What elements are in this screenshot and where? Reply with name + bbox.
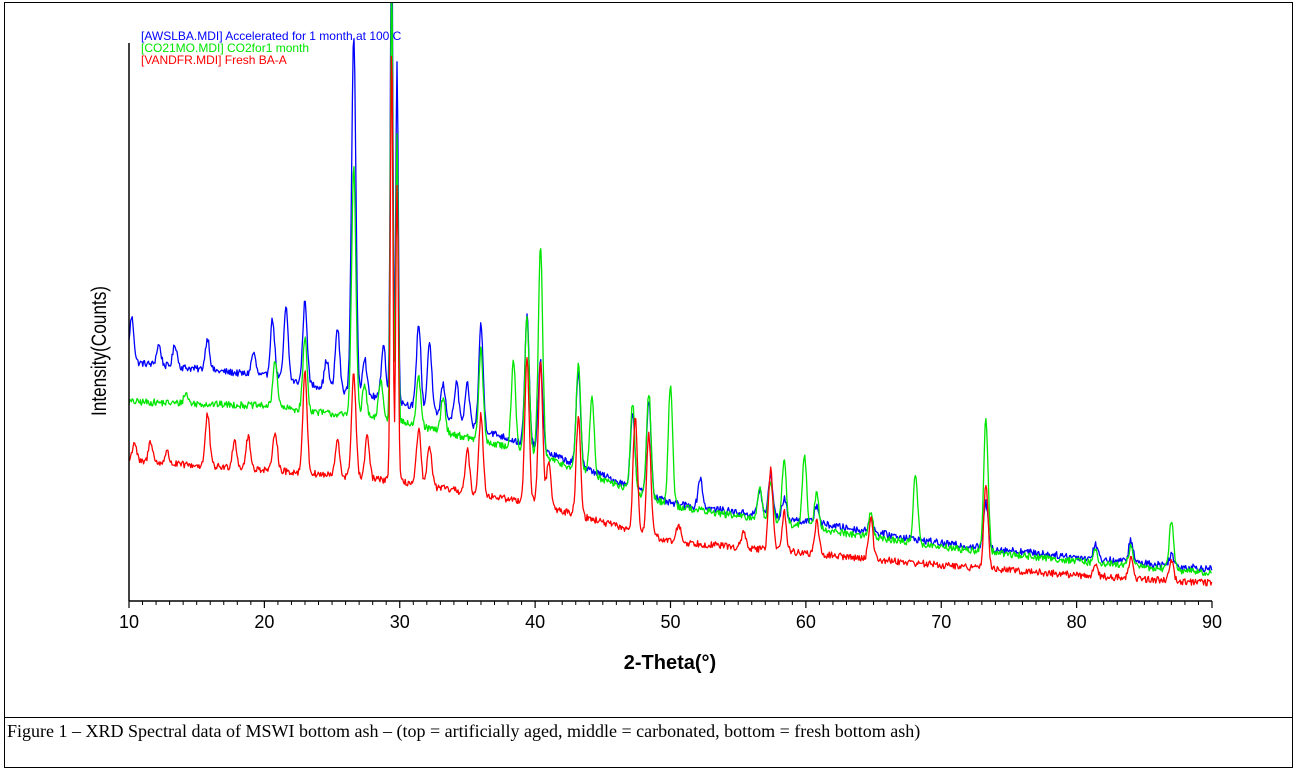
- x-tick-label: 60: [796, 612, 816, 632]
- series-line-1: [128, 3, 1212, 577]
- x-tick-label: 80: [1067, 612, 1087, 632]
- y-axis-title: Intensity(Counts): [89, 286, 112, 416]
- x-axis-title: 2-Theta(°): [624, 652, 716, 674]
- x-tick-label: 10: [119, 612, 139, 632]
- legend-entry: [AWSLBA.MDI] Accelerated for 1 month at …: [141, 29, 402, 43]
- caption-text: Figure 1 – XRD Spectral data of MSWI bot…: [7, 721, 921, 741]
- legend-entry: [CO21MO.MDI] CO2for1 month: [141, 41, 309, 55]
- x-tick-label: 30: [390, 612, 410, 632]
- chart-series-group: [128, 3, 1213, 587]
- figure-frame: [AWSLBA.MDI] Accelerated for 1 month at …: [4, 2, 1293, 768]
- xrd-chart: [AWSLBA.MDI] Accelerated for 1 month at …: [89, 3, 1222, 674]
- x-tick-label: 20: [254, 612, 274, 632]
- x-tick-label: 50: [660, 612, 680, 632]
- x-tick-label: 90: [1202, 612, 1222, 632]
- series-line-0: [128, 3, 1213, 573]
- series-line-2: [128, 55, 1213, 587]
- chart-legend: [AWSLBA.MDI] Accelerated for 1 month at …: [141, 29, 402, 67]
- x-tick-label: 70: [931, 612, 951, 632]
- chart-axes: 10 20 30 40 50 60 70 80 90: [119, 43, 1222, 632]
- figure-caption: Figure 1 – XRD Spectral data of MSWI bot…: [5, 717, 1292, 767]
- legend-entry: [VANDFR.MDI] Fresh BA-A: [141, 53, 287, 67]
- x-tick-label: 40: [525, 612, 545, 632]
- figure-panel: [AWSLBA.MDI] Accelerated for 1 month at …: [5, 3, 1292, 717]
